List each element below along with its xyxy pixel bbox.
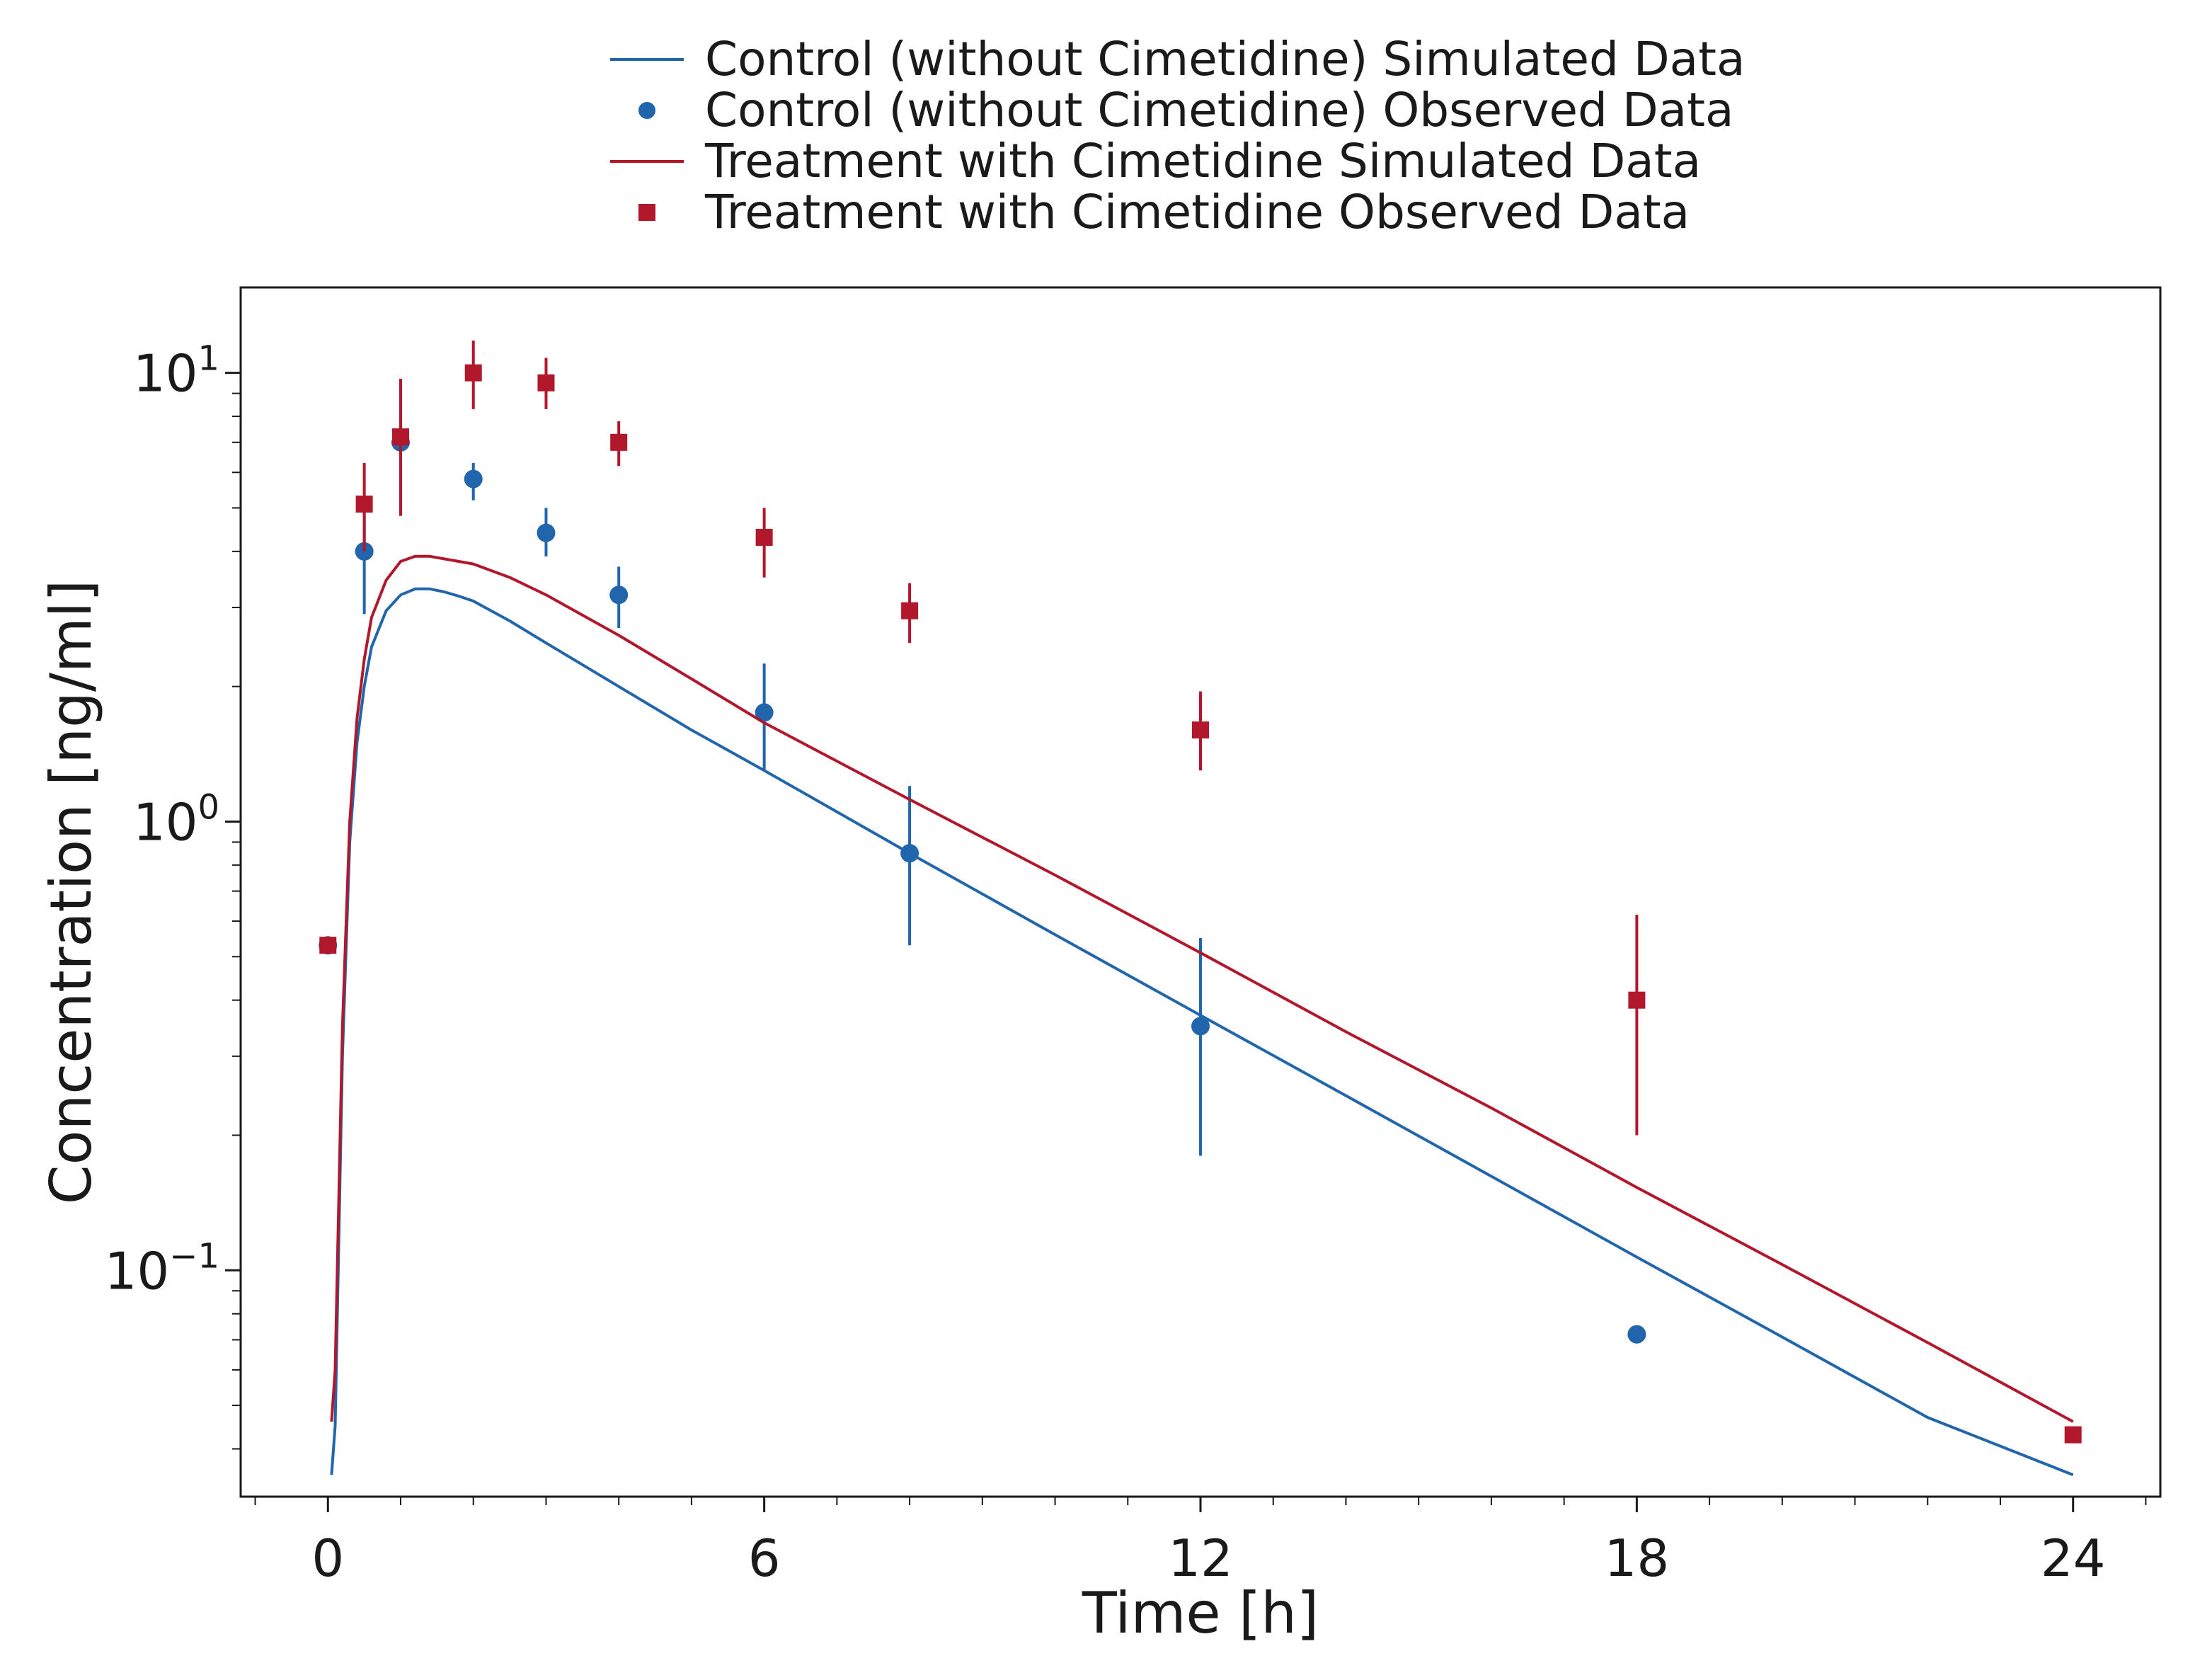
x-tick-label: 6 [748, 1529, 781, 1588]
treatment-observed-point [392, 428, 409, 446]
control-observed-point [1191, 1017, 1210, 1036]
legend-treatment-sim-label: Treatment with Cimetidine Simulated Data [704, 134, 1701, 188]
treatment-observed-point [464, 364, 482, 382]
treatment-observed-point [319, 937, 337, 954]
treatment-observed-point [2064, 1426, 2082, 1444]
x-tick-label: 24 [2041, 1529, 2106, 1588]
series-layer [319, 341, 2082, 1477]
y-axis-label: Concentration [ng/ml] [38, 580, 104, 1204]
treatment-simulated-line [330, 554, 2074, 1423]
control-observed-point [755, 703, 774, 722]
legend-control-obs-swatch [638, 102, 655, 119]
legend: Control (without Cimetidine) Simulated D… [610, 32, 1745, 239]
control-simulated-line [330, 587, 2074, 1477]
x-tick-label: 18 [1605, 1529, 1670, 1588]
control-observed-point [609, 585, 629, 605]
plot-frame [239, 286, 2162, 1498]
y-tick-label: 100 [133, 787, 219, 852]
legend-control-sim-label: Control (without Cimetidine) Simulated D… [705, 32, 1745, 86]
treatment-observed-point [755, 528, 773, 546]
treatment-observed-point [610, 433, 628, 451]
x-axis-label: Time [h] [1082, 1580, 1319, 1646]
x-tick-label: 0 [311, 1529, 344, 1588]
treatment-observed-point [901, 602, 919, 619]
treatment-observed-point [537, 374, 555, 392]
y-tick-label: 10−1 [105, 1236, 219, 1301]
treatment-observed-point [355, 495, 373, 513]
control-observed-point [537, 523, 556, 542]
control-observed-point [900, 844, 919, 863]
legend-treatment-obs-swatch [638, 204, 655, 221]
treatment-observed-point [1192, 721, 1209, 739]
legend-control-obs-label: Control (without Cimetidine) Observed Da… [705, 83, 1734, 137]
axis-ticks: 0 6 12 18 24 10−1 100 101 [105, 339, 2147, 1588]
control-observed-point [464, 469, 483, 489]
x-tick-label: 12 [1168, 1529, 1233, 1588]
y-tick-label: 101 [133, 339, 219, 404]
control-observed-point [1627, 1325, 1646, 1344]
legend-treatment-obs-label: Treatment with Cimetidine Observed Data [704, 185, 1690, 239]
treatment-observed-point [1628, 991, 1646, 1009]
